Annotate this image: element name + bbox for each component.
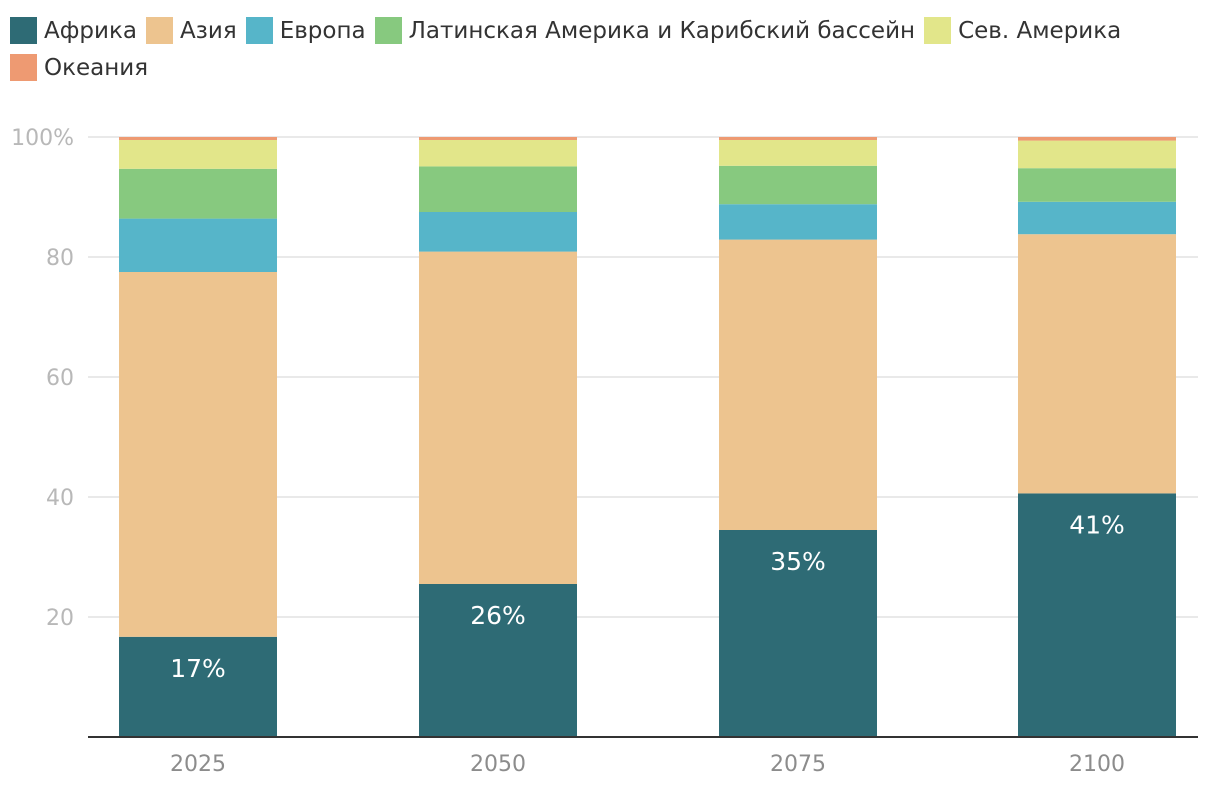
bar-segment: [1018, 493, 1176, 737]
legend-item-europe: Европа: [245, 17, 366, 44]
legend-swatch-north-america: [924, 17, 952, 44]
bar-segment: [419, 212, 577, 252]
legend-label-europe: Европа: [279, 17, 366, 44]
bar-segment: [419, 584, 577, 737]
legend-item-oceania: Океания: [10, 54, 148, 81]
legend-item-africa: Африка: [10, 17, 137, 44]
x-tick-label: 2075: [770, 752, 826, 777]
legend-swatch-oceania: [10, 54, 37, 81]
legend-swatch-latin-america: [374, 17, 402, 44]
y-tick-label: 40: [46, 486, 74, 511]
x-tick-label: 2025: [170, 752, 226, 777]
bar-segment: [1018, 137, 1176, 141]
data-label: 26%: [470, 601, 526, 630]
bar-segment: [719, 239, 877, 530]
legend-label-asia: Азия: [179, 17, 237, 44]
data-label: 41%: [1069, 510, 1125, 539]
legend-label-latin-america: Латинская Америка и Карибский бассейн: [408, 17, 916, 44]
legend-row: Африка Азия Европа Латинская Америка и К…: [10, 12, 1200, 49]
legend-item-north-america: Сев. Америка: [924, 17, 1121, 44]
bar-segment: [419, 166, 577, 212]
legend-label-oceania: Океания: [44, 54, 149, 81]
bar-segment: [419, 140, 577, 167]
legend-row: Океания: [10, 49, 1200, 86]
bar-segment: [119, 636, 277, 737]
y-tick-label: 80: [46, 246, 74, 271]
y-tick-label: 60: [46, 366, 74, 391]
legend-swatch-asia: [145, 17, 173, 44]
bar-segment: [1018, 168, 1176, 202]
bar-segment: [119, 168, 277, 219]
bar-segment: [719, 530, 877, 737]
bar-segment: [119, 272, 277, 637]
bar-segment: [719, 204, 877, 240]
bar-segment: [419, 251, 577, 584]
chart-legend: Африка Азия Европа Латинская Америка и К…: [10, 12, 1200, 86]
legend-item-asia: Азия: [145, 17, 237, 44]
bar-segment: [119, 218, 277, 272]
legend-swatch-europe: [245, 17, 273, 44]
bar-segment: [1018, 201, 1176, 235]
legend-item-latin-america: Латинская Америка и Карибский бассейн: [374, 17, 916, 44]
bar-segment: [119, 140, 277, 169]
bar-segment: [1018, 234, 1176, 494]
x-tick-label: 2050: [470, 752, 526, 777]
x-tick-label: 2100: [1069, 752, 1125, 777]
y-tick-label: 100%: [11, 126, 74, 151]
bar-segment: [119, 137, 277, 140]
legend-label-north-america: Сев. Америка: [958, 17, 1122, 44]
data-label: 35%: [770, 547, 826, 576]
bar-segment: [719, 137, 877, 140]
data-label: 17%: [170, 654, 226, 683]
bar-segment: [1018, 140, 1176, 169]
y-tick-label: 20: [46, 606, 74, 631]
bar-segment: [719, 165, 877, 205]
bar-segment: [419, 137, 577, 140]
bar-segment: [719, 140, 877, 166]
legend-swatch-africa: [10, 17, 37, 44]
legend-label-africa: Африка: [44, 17, 137, 44]
